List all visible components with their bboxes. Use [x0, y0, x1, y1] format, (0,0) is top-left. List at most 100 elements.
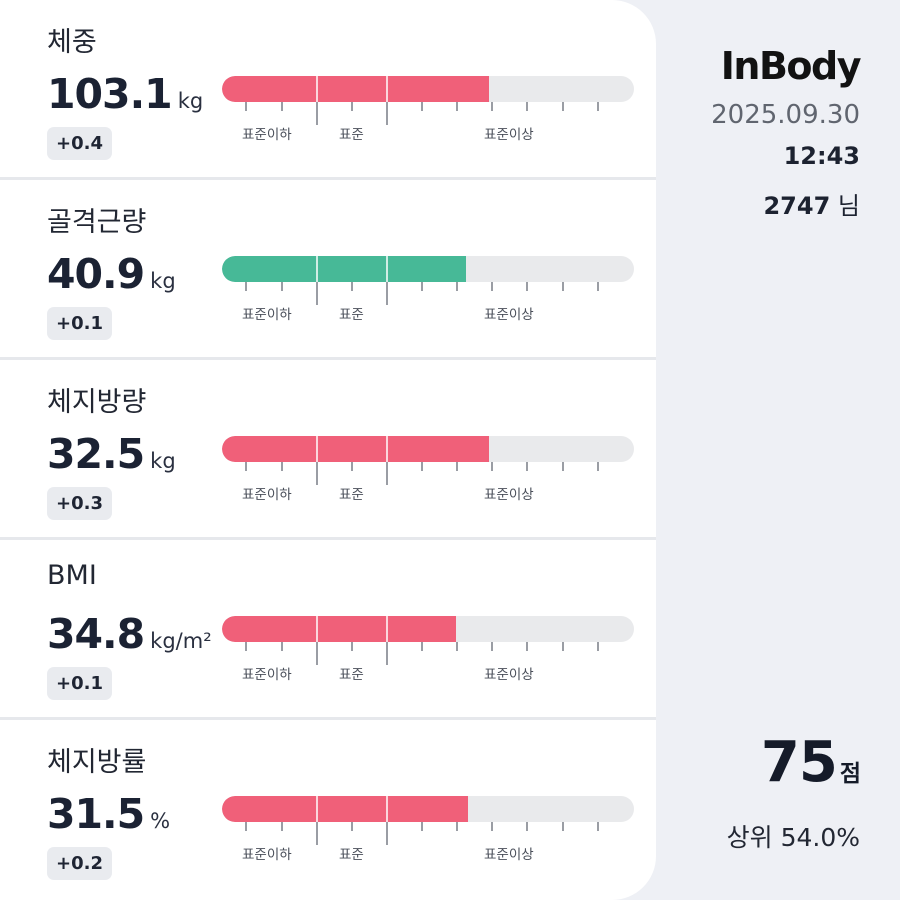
gauge-ticks — [222, 462, 634, 486]
gauge-minor-tick — [456, 642, 458, 651]
metric-unit: kg — [177, 89, 204, 113]
gauge-minor-tick — [281, 462, 283, 471]
metric-gauge-fill — [222, 796, 468, 822]
metric-gauge-fill — [222, 616, 457, 642]
score-rank: 상위 54.0% — [726, 823, 860, 852]
gauge-ticks — [222, 282, 634, 306]
gauge-minor-tick — [245, 462, 247, 471]
metric-delta-badge: +0.1 — [47, 307, 112, 340]
metric-value-line: 40.9 kg — [47, 250, 176, 298]
gauge-minor-tick — [562, 282, 564, 291]
range-label-standard: 표준 — [339, 127, 364, 143]
metric-unit: kg — [150, 269, 176, 293]
gauge-minor-tick — [245, 642, 247, 651]
metric-gauge-fill — [222, 436, 489, 462]
score-unit: 점 — [839, 761, 861, 787]
metrics-card: 체중 103.1 kg +0.4 표준이하 표준 표준이상 골격근량 40.9 kg +0.1 표준이… — [0, 0, 656, 900]
gauge-ticks — [222, 642, 634, 666]
range-label-standard: 표준 — [339, 847, 364, 863]
user-number: 2747 님 — [763, 186, 860, 221]
gauge-major-tick — [316, 102, 318, 125]
gauge-major-tick — [386, 282, 388, 305]
gauge-minor-tick — [526, 102, 528, 111]
range-label-above: 표준이상 — [484, 307, 534, 323]
gauge-minor-tick — [351, 822, 353, 831]
gauge-minor-tick — [491, 102, 493, 111]
range-label-standard: 표준 — [339, 307, 364, 323]
metric-value: 34.8 — [47, 610, 145, 658]
gauge-minor-tick — [597, 462, 599, 471]
gauge-minor-tick — [421, 282, 423, 291]
range-label-above: 표준이상 — [484, 847, 534, 863]
gauge-minor-tick — [526, 462, 528, 471]
metric-gauge — [222, 616, 634, 642]
gauge-major-tick — [386, 822, 388, 845]
metric-value: 103.1 — [47, 70, 173, 118]
gauge-segment-divider — [316, 76, 318, 102]
metric-gauge — [222, 256, 634, 282]
gauge-minor-tick — [526, 822, 528, 831]
metric-value-line: 34.8 kg/m² — [47, 610, 212, 658]
range-label-standard: 표준 — [339, 667, 364, 683]
metric-name: 골격근량 — [47, 207, 147, 238]
gauge-segment-divider — [316, 616, 318, 642]
gauge-segment-divider — [386, 436, 388, 462]
range-label-below: 표준이하 — [242, 127, 292, 143]
gauge-major-tick — [316, 462, 318, 485]
metric-unit: kg/m² — [150, 629, 212, 653]
inbody-logo: InBody — [720, 44, 862, 88]
record-date: 2025.09.30 — [711, 100, 860, 130]
gauge-minor-tick — [456, 282, 458, 291]
gauge-minor-tick — [351, 462, 353, 471]
gauge-minor-tick — [491, 462, 493, 471]
gauge-minor-tick — [526, 282, 528, 291]
metric-row: BMI 34.8 kg/m² +0.1 표준이하 표준 표준이상 — [0, 540, 656, 720]
range-label-above: 표준이상 — [484, 127, 534, 143]
metric-row: 골격근량 40.9 kg +0.1 표준이하 표준 표준이상 — [0, 180, 656, 360]
gauge-ticks — [222, 102, 634, 126]
inbody-score: 75 점 — [761, 730, 861, 795]
gauge-segment-divider — [316, 256, 318, 282]
gauge-minor-tick — [421, 462, 423, 471]
gauge-minor-tick — [351, 102, 353, 111]
gauge-minor-tick — [421, 102, 423, 111]
gauge-minor-tick — [562, 822, 564, 831]
gauge-segment-divider — [386, 796, 388, 822]
metric-name: 체지방률 — [47, 747, 147, 778]
gauge-minor-tick — [491, 822, 493, 831]
range-label-standard: 표준 — [339, 487, 364, 503]
metric-name: 체지방량 — [47, 387, 147, 418]
metric-value-line: 103.1 kg — [47, 70, 203, 118]
metric-gauge-fill — [222, 76, 489, 102]
gauge-minor-tick — [281, 282, 283, 291]
gauge-minor-tick — [597, 642, 599, 651]
gauge-segment-divider — [316, 436, 318, 462]
gauge-segment-divider — [386, 256, 388, 282]
gauge-segment-divider — [386, 76, 388, 102]
metric-row: 체중 103.1 kg +0.4 표준이하 표준 표준이상 — [0, 0, 656, 180]
metric-gauge — [222, 796, 634, 822]
gauge-major-tick — [386, 642, 388, 665]
record-time: 12:43 — [783, 142, 860, 170]
gauge-segment-divider — [316, 796, 318, 822]
gauge-minor-tick — [351, 282, 353, 291]
gauge-ticks — [222, 822, 634, 846]
metric-gauge-fill — [222, 256, 466, 282]
gauge-major-tick — [386, 462, 388, 485]
gauge-minor-tick — [491, 282, 493, 291]
range-label-above: 표준이상 — [484, 487, 534, 503]
gauge-minor-tick — [597, 102, 599, 111]
gauge-segment-divider — [386, 616, 388, 642]
metric-gauge — [222, 76, 634, 102]
gauge-minor-tick — [526, 642, 528, 651]
gauge-minor-tick — [351, 642, 353, 651]
gauge-minor-tick — [597, 822, 599, 831]
gauge-minor-tick — [281, 102, 283, 111]
metric-value-line: 32.5 kg — [47, 430, 176, 478]
range-label-below: 표준이하 — [242, 307, 292, 323]
metric-unit: % — [150, 809, 171, 833]
gauge-minor-tick — [562, 642, 564, 651]
metric-delta-badge: +0.3 — [47, 487, 112, 520]
metric-delta-badge: +0.1 — [47, 667, 112, 700]
metric-name: BMI — [47, 560, 97, 591]
